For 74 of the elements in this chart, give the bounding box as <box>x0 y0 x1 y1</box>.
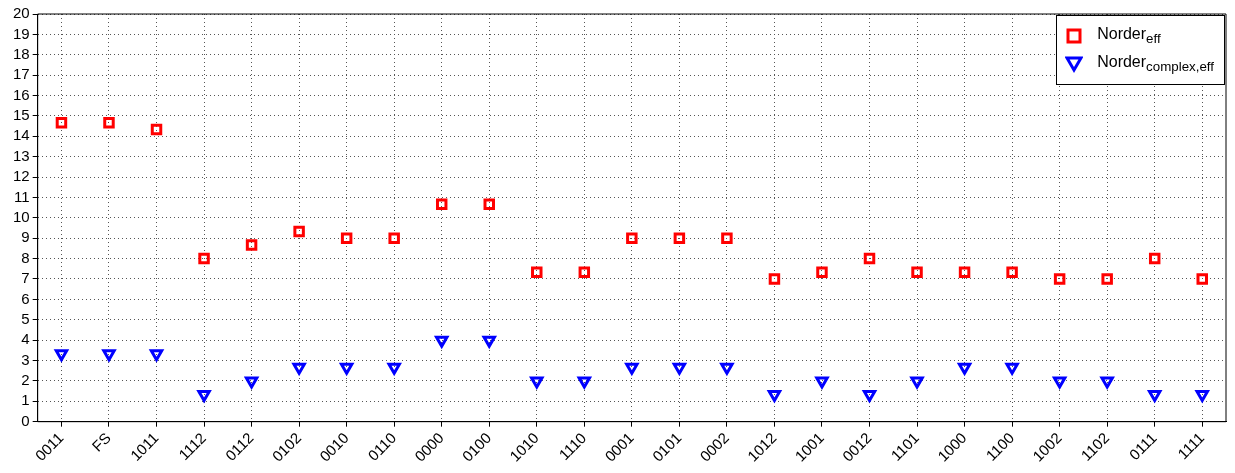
point <box>767 390 782 403</box>
point <box>1195 390 1209 403</box>
y-tick-label: 10 <box>13 207 30 225</box>
point <box>293 225 305 238</box>
point <box>1053 273 1066 285</box>
y-tick-label: 3 <box>21 350 30 368</box>
y-tick-label: 5 <box>21 309 30 327</box>
y-tick-label: 20 <box>13 4 30 22</box>
point <box>102 349 116 362</box>
point <box>816 266 828 279</box>
y-tick-label: 12 <box>13 167 30 185</box>
point <box>149 349 164 362</box>
point <box>435 198 448 210</box>
point <box>482 335 496 348</box>
point <box>626 232 638 244</box>
point <box>54 349 69 362</box>
point <box>197 390 211 403</box>
legend-label: Norder$_{eff}$ <box>1097 25 1161 47</box>
y-tick-label: 6 <box>21 289 30 307</box>
point <box>1101 273 1113 285</box>
y-tick-label: 8 <box>21 248 30 266</box>
point <box>625 362 639 375</box>
point <box>530 376 544 389</box>
point <box>1100 376 1114 389</box>
y-tick-label: 1 <box>21 391 30 409</box>
point <box>768 273 781 285</box>
point <box>720 362 734 375</box>
y-tick-label: 4 <box>21 330 30 348</box>
y-tick-label: 9 <box>21 228 30 246</box>
y-tick-label: 11 <box>14 187 30 205</box>
point <box>1006 266 1018 279</box>
point <box>387 362 401 375</box>
point <box>1148 252 1161 265</box>
y-tick-label: 18 <box>13 44 30 62</box>
point <box>957 362 972 375</box>
point <box>863 252 876 265</box>
point <box>673 232 686 244</box>
point <box>578 266 591 279</box>
point <box>1196 273 1208 285</box>
point <box>340 232 353 244</box>
point <box>435 335 449 348</box>
point <box>55 116 68 129</box>
point <box>292 362 306 375</box>
x-tick-label: FS <box>88 429 115 455</box>
legend-label: Norder$_{complex,eff}$ <box>1097 53 1214 75</box>
point <box>198 252 210 265</box>
y-tick-label: 19 <box>13 24 30 42</box>
point <box>1148 390 1162 403</box>
point <box>150 123 163 136</box>
y-tick-label: 16 <box>13 85 30 103</box>
point <box>483 198 495 210</box>
point <box>388 232 400 244</box>
point <box>958 266 971 279</box>
y-tick-label: 17 <box>13 65 30 83</box>
point <box>672 362 687 375</box>
point <box>1005 362 1019 375</box>
point <box>815 376 829 389</box>
y-tick-label: 14 <box>13 126 30 144</box>
point <box>339 362 354 375</box>
y-tick-label: 13 <box>13 146 30 164</box>
point <box>531 266 543 279</box>
point <box>911 266 923 279</box>
point <box>244 376 259 389</box>
point <box>577 376 592 389</box>
y-tick-label: 2 <box>21 371 30 389</box>
point <box>245 239 258 251</box>
point <box>1052 376 1067 389</box>
point <box>910 376 924 389</box>
point <box>721 232 733 244</box>
point <box>103 116 115 129</box>
y-tick-label: 15 <box>13 106 30 124</box>
y-tick-label: 7 <box>21 269 30 287</box>
y-tick-label: 0 <box>21 411 30 429</box>
point <box>862 390 877 403</box>
